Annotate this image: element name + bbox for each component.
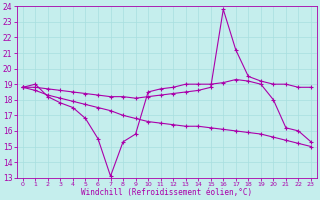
X-axis label: Windchill (Refroidissement éolien,°C): Windchill (Refroidissement éolien,°C) [81,188,252,197]
